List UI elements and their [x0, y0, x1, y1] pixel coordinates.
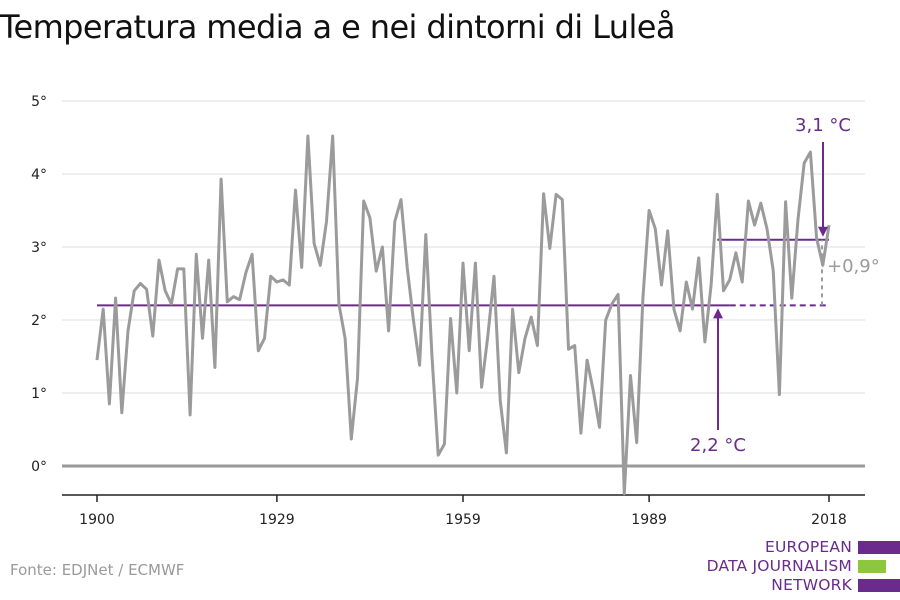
- source-note: Fonte: EDJNet / ECMWF: [10, 561, 185, 579]
- annotations: 3,1 °C 2,2 °C +0,9°: [690, 115, 880, 456]
- x-tick-label: 1900: [79, 512, 115, 528]
- x-tick-label: 1959: [445, 512, 481, 528]
- y-tick-label: 2°: [31, 313, 47, 329]
- x-tick-label: 1989: [631, 512, 667, 528]
- recent-average-arrow-head: [818, 226, 828, 237]
- y-tick-label: 1°: [31, 386, 47, 402]
- temperature-series-line: [95, 134, 831, 496]
- x-axis-ticks: 1900 1929 1959 1989 2018: [79, 495, 847, 528]
- long-term-average-label: 2,2 °C: [690, 435, 746, 456]
- y-tick-label: 5°: [31, 94, 47, 110]
- chart-title: Temperatura media a e nei dintorni di Lu…: [0, 8, 675, 46]
- x-tick-label: 1929: [259, 512, 295, 528]
- y-tick-label: 4°: [31, 167, 47, 183]
- y-axis-ticks: 0° 1° 2° 3° 4° 5°: [31, 94, 47, 475]
- y-tick-label: 0°: [31, 459, 47, 475]
- x-tick-label: 2018: [811, 512, 847, 528]
- logo-line-3: NETWORK: [771, 576, 852, 594]
- recent-average-label: 3,1 °C: [795, 115, 851, 136]
- logo-bar-purple-top: [858, 541, 900, 554]
- long-term-average-arrow-head: [713, 308, 723, 319]
- gridlines: [62, 100, 865, 394]
- edjnet-logo: EUROPEAN DATA JOURNALISM NETWORK: [700, 538, 900, 598]
- logo-line-2: DATA JOURNALISM: [706, 557, 852, 575]
- logo-bar-white: [858, 560, 900, 573]
- logo-bar-purple-bottom: [858, 579, 900, 592]
- delta-label: +0,9°: [827, 256, 880, 277]
- logo-line-1: EUROPEAN: [764, 538, 852, 556]
- y-tick-label: 3°: [31, 240, 47, 256]
